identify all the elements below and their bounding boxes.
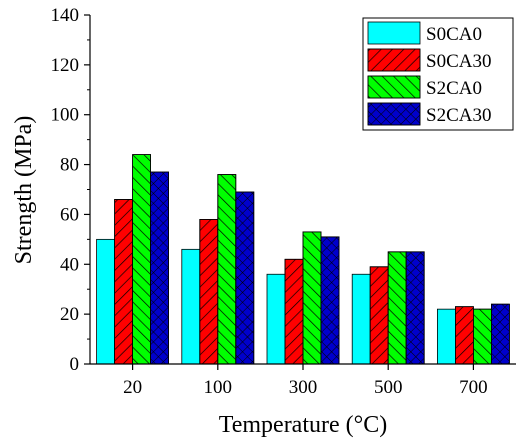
y-tick-label: 40 bbox=[60, 254, 79, 275]
bar-s0ca0-700 bbox=[436, 308, 456, 365]
legend-label-s0ca0: S0CA0 bbox=[426, 24, 482, 45]
bar-hatch-s0ca30-700 bbox=[454, 306, 474, 365]
legend-label-s2ca30: S2CA30 bbox=[426, 105, 491, 126]
legend-swatch-hatch-s2ca0 bbox=[367, 75, 421, 99]
bar-s0ca0-100 bbox=[181, 248, 201, 365]
x-tick-label: 300 bbox=[289, 377, 318, 398]
bar-s0ca0-20 bbox=[96, 238, 115, 365]
bar-hatch-s2ca0-100 bbox=[217, 174, 237, 365]
y-tick-label: 120 bbox=[51, 55, 80, 76]
bar-hatch-s2ca30-100 bbox=[235, 191, 255, 365]
y-tick-label: 0 bbox=[70, 354, 80, 375]
bars-group bbox=[96, 154, 510, 365]
x-tick-label: 20 bbox=[123, 377, 142, 398]
bar-hatch-s0ca30-300 bbox=[284, 258, 304, 365]
bar-hatch-s0ca30-20 bbox=[114, 199, 133, 365]
legend-label-s0ca30: S0CA30 bbox=[426, 51, 491, 72]
x-axis-title: Temperature (°C) bbox=[219, 412, 388, 438]
x-tick-label: 700 bbox=[459, 377, 488, 398]
bar-hatch-s2ca0-20 bbox=[132, 154, 152, 365]
bar-hatch-s2ca30-20 bbox=[150, 171, 170, 365]
bar-hatch-s0ca30-100 bbox=[199, 219, 219, 365]
ticks-group: 0 20 40 60 80 100 120 140 20 100 300 500 700 bbox=[51, 5, 488, 398]
bar-hatch-s2ca0-300 bbox=[302, 231, 322, 365]
y-tick-label: 140 bbox=[51, 5, 80, 26]
x-tick-label: 500 bbox=[374, 377, 403, 398]
y-axis-title: Strength (MPa) bbox=[11, 116, 37, 265]
y-tick-label: 60 bbox=[60, 204, 79, 225]
legend-swatch-s0ca0 bbox=[367, 21, 421, 45]
bar-hatch-s2ca30-500 bbox=[405, 251, 425, 365]
x-tick-label: 100 bbox=[204, 377, 233, 398]
bar-hatch-s2ca30-700 bbox=[490, 303, 510, 365]
legend: S0CA0 S0CA30 S2CA0 S2CA30 bbox=[362, 17, 514, 131]
bar-hatch-s2ca0-700 bbox=[472, 308, 492, 365]
bar-hatch-s2ca0-500 bbox=[387, 251, 407, 365]
bar-s0ca0-500 bbox=[351, 273, 371, 365]
legend-swatch-hatch-s2ca30 bbox=[367, 102, 421, 126]
legend-label-s2ca0: S2CA0 bbox=[426, 78, 482, 99]
bar-hatch-s0ca30-500 bbox=[369, 266, 389, 365]
bar-s0ca0-300 bbox=[266, 273, 286, 365]
y-tick-label: 100 bbox=[51, 105, 80, 126]
y-tick-label: 80 bbox=[60, 155, 79, 176]
legend-swatch-hatch-s0ca30 bbox=[367, 48, 421, 72]
y-tick-label: 20 bbox=[60, 304, 79, 325]
bar-hatch-s2ca30-300 bbox=[320, 236, 340, 365]
